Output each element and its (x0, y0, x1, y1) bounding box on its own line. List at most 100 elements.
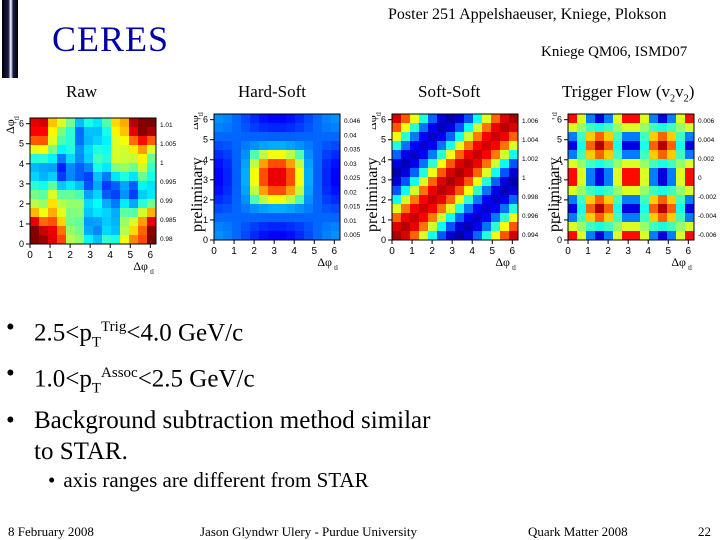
heatmap-cell (39, 226, 49, 236)
heatmap-cell (437, 123, 447, 133)
heatmap-cell (595, 114, 605, 124)
heatmap-cell (631, 195, 641, 205)
heatmap-cell (500, 195, 510, 205)
heatmap-cell (658, 159, 668, 169)
heatmap-cell (75, 208, 85, 218)
heatmap-cell (640, 150, 650, 160)
heatmap-cell (232, 222, 242, 232)
heatmap-cell (455, 177, 465, 187)
heatmap-cell (491, 195, 501, 205)
colorbar-tick-label: 0.006 (698, 118, 715, 125)
heatmap-cell (392, 231, 402, 241)
poster-credit: Poster 251 Appelshaeuser, Kniege, Plokso… (388, 6, 667, 23)
heatmap-cell (129, 172, 139, 182)
heatmap-cell (313, 114, 323, 124)
heatmap-cell (120, 190, 130, 200)
heatmap-cell (120, 163, 130, 173)
heatmap-cell (667, 168, 677, 178)
heatmap-cell (138, 199, 148, 209)
heatmap-cell (437, 231, 447, 241)
colorbar-tick-label: 0.02 (344, 189, 357, 196)
heatmap-cell (577, 213, 587, 223)
heatmap-cell (277, 222, 287, 232)
heatmap-cell (313, 132, 323, 142)
heatmap-cell (410, 195, 420, 205)
y-tick-label: 3 (19, 179, 24, 189)
heatmap-cell (622, 141, 632, 151)
colorbar-tick-label: -0.004 (698, 213, 717, 220)
heatmap-cell (568, 123, 578, 133)
heatmap-cell (268, 222, 278, 232)
heatmap-cell (577, 177, 587, 187)
heatmap-cell (66, 226, 76, 236)
heatmap-cell (268, 231, 278, 241)
heatmap-cell (250, 186, 260, 196)
plot-raw: 0 0 1 1 2 2 3 3 4 4 5 5 6 6 Δφ tl Δφ tl 1.01 1.005 1 0.995 0.9… (2, 104, 188, 290)
heatmap-cell (491, 150, 501, 160)
heatmap-cell (223, 123, 233, 133)
heatmap-cell (640, 186, 650, 196)
heatmap-cell (437, 141, 447, 151)
heatmap-cell (138, 154, 148, 164)
heatmap-cell (491, 204, 501, 214)
heatmap-cell (30, 145, 40, 155)
heatmap-cell (75, 127, 85, 137)
heatmap-cell (604, 213, 614, 223)
colorbar-tick-label: 0.998 (522, 194, 539, 201)
heatmap-cell (473, 141, 483, 151)
heatmap-cell (401, 168, 411, 178)
heatmap-cell (277, 168, 287, 178)
heatmap-cell (286, 141, 296, 151)
x-tick-label: 3 (271, 246, 277, 257)
heatmap-cell (473, 204, 483, 214)
heatmap-cell (491, 177, 501, 187)
x-axis-label: Δφ (133, 259, 148, 273)
heatmap-cell (649, 123, 659, 133)
footer-date: 8 February 2008 (8, 524, 94, 539)
heatmap-cell (658, 141, 668, 151)
x-tick-label: 5 (665, 246, 671, 257)
heatmap-cell (147, 127, 157, 137)
heatmap-cell (401, 114, 411, 124)
heatmap-cell (286, 186, 296, 196)
heatmap-cell (392, 186, 402, 196)
colorbar-tick-label: 0.025 (344, 175, 361, 182)
heatmap-cell (464, 204, 474, 214)
heatmap-cell (268, 150, 278, 160)
heatmap-cell (120, 127, 130, 137)
y-tick-label: 4 (557, 155, 562, 165)
heatmap-cell (509, 159, 519, 169)
heatmap-cell (455, 114, 465, 124)
heatmap-cell (649, 168, 659, 178)
heatmap-cell (232, 159, 242, 169)
heatmap-cell (604, 186, 614, 196)
heatmap-cell (658, 168, 668, 178)
y-tick-label: 0 (19, 239, 24, 249)
y-tick-label: 1 (557, 215, 562, 225)
heatmap-cell (295, 195, 305, 205)
heatmap-cell (286, 222, 296, 232)
heatmap-cell (277, 141, 287, 151)
heatmap-cell (120, 199, 130, 209)
heatmap-cell (304, 195, 314, 205)
colorbar-tick-label: 0.046 (344, 118, 361, 125)
heatmap-cell (259, 123, 269, 133)
heatmap-cell (401, 195, 411, 205)
heatmap-cell (446, 141, 456, 151)
heatmap-cell (57, 118, 67, 128)
heatmap-cell (250, 231, 260, 241)
heatmap-cell (322, 231, 332, 241)
reference: Kniege QM06, ISMD07 (541, 44, 688, 60)
heatmap-cell (685, 222, 695, 232)
heatmap-cell (111, 136, 121, 146)
heatmap-cell (473, 213, 483, 223)
heatmap-cell (455, 186, 465, 196)
heatmap-cell (66, 199, 76, 209)
heatmap-cell (214, 213, 224, 223)
heatmap-cell (66, 181, 76, 191)
heatmap-cell (446, 123, 456, 133)
heatmap-cell (473, 231, 483, 241)
heatmap-cell (102, 145, 112, 155)
heatmap-cell (120, 118, 130, 128)
heatmap-cell (419, 150, 429, 160)
